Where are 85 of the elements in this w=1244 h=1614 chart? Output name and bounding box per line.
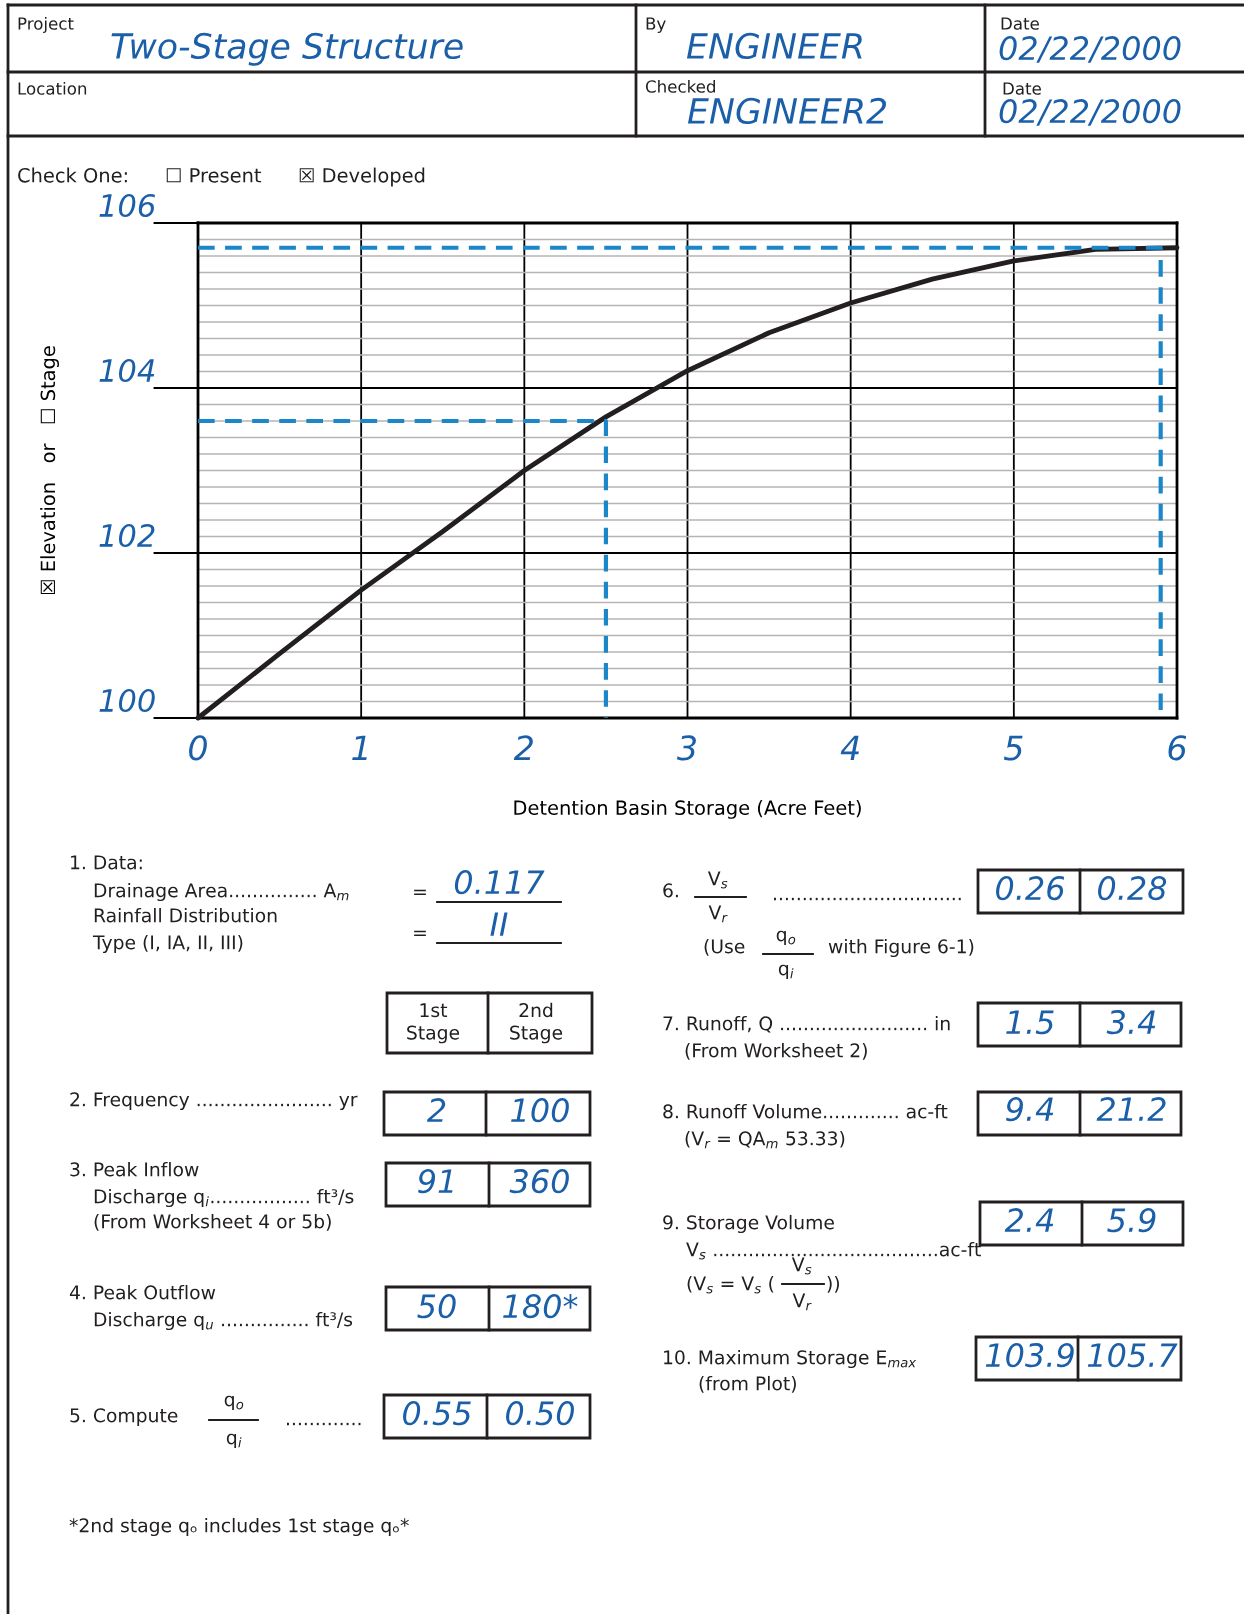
text: 2.4 (1004, 1208, 1054, 1232)
text: ............. (287, 1422, 361, 1426)
text: 2. Frequency ....................... yr (70, 1092, 358, 1111)
text: ☐ Present (166, 168, 262, 183)
text: V$_{r}$ (708, 905, 728, 923)
text: 02/22/2000 (999, 99, 1181, 126)
text: (From Worksheet 2) (685, 1042, 867, 1060)
text: 0.50 (506, 1401, 574, 1426)
x-tick-label: 6 (1168, 735, 1187, 761)
text: ☒ Developed (299, 167, 425, 187)
y-axis-title: ☒ Elevation or ☐ Stage (40, 346, 59, 595)
text: 360 (509, 1169, 569, 1194)
text: 4. Peak Outflow (69, 1284, 216, 1300)
text: Discharge q$_{u}$ ............... ft³/s (94, 1311, 353, 1331)
x-tick-label: 2 (513, 735, 533, 760)
text: 105.7 (1087, 1343, 1178, 1368)
text: 1. Data: (71, 855, 142, 870)
text: Location (18, 81, 87, 95)
text: q$_{o}$ (224, 1395, 244, 1411)
text: II (490, 912, 508, 936)
x-tick-label: 3 (676, 735, 696, 761)
x-tick-label: 0 (189, 735, 207, 761)
text: By (646, 17, 666, 34)
text: (V$_{r}$ = QA$_{m}$ 53.33) (685, 1130, 845, 1149)
text: 100 (511, 1098, 569, 1123)
text: = (414, 889, 426, 895)
text: 0.55 (403, 1401, 471, 1426)
text: 9. Storage Volume (663, 1214, 834, 1234)
x-tick-label: 5 (1003, 735, 1023, 761)
y-tick-label: 102 (99, 523, 155, 548)
text: (From Worksheet 4 or 5b) (94, 1213, 331, 1231)
text: q$_{o}$ (776, 930, 796, 946)
text: 3. Peak Inflow (70, 1161, 199, 1177)
text: V$_{s}$ (791, 1257, 812, 1275)
text: 0.117 (454, 870, 545, 895)
text: 7. Runoff, Q ......................... in (663, 1015, 950, 1033)
text: 9.4 (1006, 1097, 1054, 1122)
text: 10. Maximum Storage E$_{max}$ (664, 1349, 917, 1369)
text: Date (1003, 82, 1041, 95)
text: 180* (503, 1294, 578, 1319)
text: Rainfall Distribution (94, 907, 277, 923)
text: q$_{i}$ (226, 1433, 242, 1449)
text: Check One: (18, 167, 127, 183)
chart-title: Two-Stage Structure (111, 32, 463, 66)
text: 1.5 (1006, 1010, 1054, 1035)
text: 91 (418, 1169, 453, 1194)
text: V$_{s}$ (707, 871, 728, 889)
text: )) (827, 1275, 840, 1293)
x-tick-label: 4 (840, 735, 859, 760)
x-axis-title: Detention Basin Storage (Acre Feet) (514, 800, 861, 819)
text: ................................ (774, 897, 961, 901)
x-tick-label: 1 (352, 735, 367, 760)
text: 1st Stage (407, 1003, 460, 1044)
y-tick-label: 100 (99, 688, 155, 713)
text: (V$_{s}$ = V$_{s}$ ( (687, 1275, 774, 1294)
text: 103.9 (985, 1343, 1074, 1368)
text: ENGINEER2 (687, 97, 886, 125)
text: Discharge q$_{i}$................. ft³/s (94, 1188, 354, 1208)
y-tick-label: 104 (99, 358, 155, 383)
text: ENGINEER (686, 32, 862, 60)
text: 6. (663, 883, 678, 898)
y-tick-label: 106 (99, 193, 155, 218)
text: (from Plot) (699, 1375, 796, 1393)
text: 2nd Stage (510, 1002, 563, 1044)
text: 21.2 (1096, 1097, 1166, 1121)
text: (Use (704, 938, 745, 956)
text: with Figure 6-1) (828, 938, 974, 958)
text: 3.4 (1106, 1010, 1156, 1035)
text: Date (1001, 17, 1039, 30)
text: 0.28 (1098, 876, 1167, 901)
text: Checked (645, 79, 715, 93)
text: 5.9 (1107, 1208, 1156, 1233)
text: = (414, 930, 426, 936)
text: 02/22/2000 (999, 36, 1181, 63)
text: 5. Compute (70, 1408, 178, 1427)
text: V$_{r}$ (792, 1293, 812, 1311)
text: 2 (426, 1098, 446, 1122)
text: 0.26 (996, 876, 1065, 901)
text: 50 (417, 1294, 456, 1319)
text: Drainage Area............... A$_{m}$ (94, 882, 349, 902)
text: *2nd stage qₒ includes 1st stage qₒ* (69, 1517, 409, 1537)
text: Project (18, 16, 74, 34)
text: 8. Runoff Volume............. ac-ft (663, 1103, 948, 1119)
text: q$_{i}$ (778, 964, 794, 980)
text: Type (I, IA, II, III) (92, 934, 243, 954)
